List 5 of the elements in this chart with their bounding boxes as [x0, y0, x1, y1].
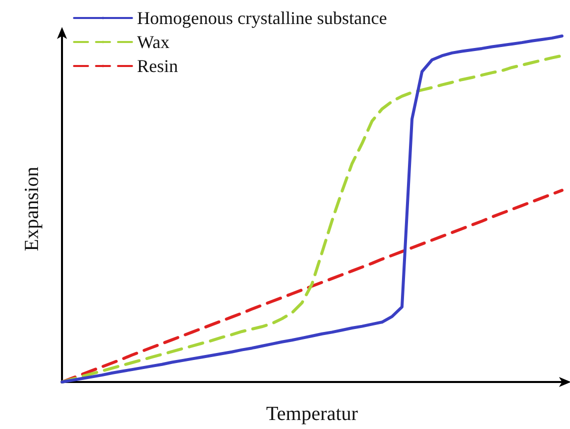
legend-label: Wax	[137, 32, 170, 52]
x-axis-title: Temperatur	[266, 403, 358, 425]
y-axis-title: Expansion	[21, 166, 43, 252]
legend-label: Homogenous crystalline substance	[137, 8, 387, 28]
legend-label: Resin	[137, 56, 178, 76]
